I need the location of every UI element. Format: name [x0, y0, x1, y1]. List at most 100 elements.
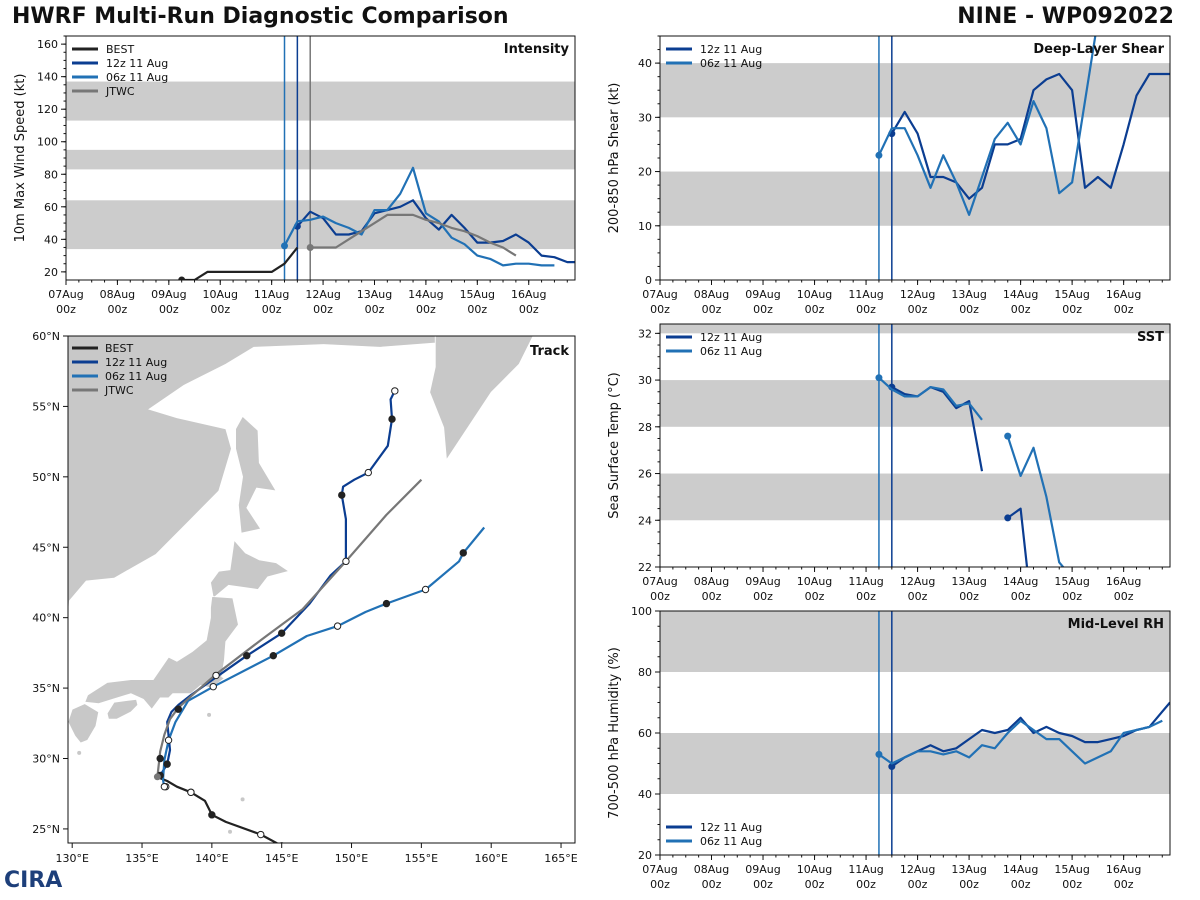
panel-sst: 22 24 26 28 30 32 07Aug 00z 08Aug 00z 09Aug 00z 10Au… — [607, 323, 1171, 603]
threshold-band — [66, 200, 575, 250]
x-tick-sublabel: 00z — [1011, 878, 1031, 891]
panel-shear: 0 10 20 30 40 07Aug 00z 08Aug 00z 09Aug 00z 10Aug 00… — [607, 35, 1171, 316]
series-line-best — [181, 246, 299, 280]
track-marker-run12 — [388, 415, 396, 423]
x-tick-label: 09Aug — [151, 288, 186, 301]
y-tick-label: 80 — [638, 666, 652, 679]
y-tick-label: 24 — [638, 514, 652, 527]
y-tick-label: 60 — [44, 201, 58, 214]
track-marker-run06 — [382, 599, 391, 608]
legend-label-best: BEST — [106, 43, 134, 56]
legend-label-run12: 12z 11 Aug — [700, 331, 762, 344]
y-axis-label: 700-500 hPa Humidity (%) — [607, 647, 622, 819]
x-tick-label: 13Aug — [357, 288, 392, 301]
x-tick-label: 11Aug — [848, 863, 883, 876]
land-island — [77, 750, 82, 755]
x-tick-sublabel: 00z — [1011, 590, 1031, 603]
x-tick-label: 08Aug — [694, 575, 729, 588]
threshold-band — [660, 63, 1170, 118]
x-tick-sublabel: 00z — [805, 303, 825, 316]
series-start-point-run06 — [875, 151, 883, 159]
x-tick-sublabel: 00z — [856, 590, 876, 603]
threshold-band — [66, 81, 575, 121]
x-tick-sublabel: 00z — [1114, 878, 1134, 891]
lat-tick-label: 30°N — [32, 753, 60, 766]
x-tick-label: 14Aug — [1003, 863, 1038, 876]
series-start-point-run12 — [888, 763, 896, 771]
series-start-point-run06 — [281, 242, 289, 250]
lon-tick-label: 160°E — [474, 852, 507, 865]
x-tick-label: 11Aug — [848, 575, 883, 588]
panel-intensity: 20 40 60 80 100 120 140 160 07Aug 00z 08Aug 00z 09Au… — [13, 35, 576, 316]
x-tick-label: 08Aug — [694, 288, 729, 301]
land-group — [63, 336, 534, 834]
legend-label-run06: 06z 11 Aug — [700, 345, 762, 358]
y-tick-label: 40 — [638, 788, 652, 801]
x-tick-sublabel: 00z — [753, 303, 773, 316]
x-tick-sublabel: 00z — [416, 303, 436, 316]
x-tick-sublabel: 00z — [805, 878, 825, 891]
x-tick-sublabel: 00z — [908, 878, 928, 891]
track-marker-run06 — [209, 682, 217, 691]
threshold-band — [660, 324, 1170, 334]
y-tick-label: 32 — [638, 327, 652, 340]
threshold-band — [660, 380, 1170, 427]
x-tick-sublabel: 00z — [650, 878, 670, 891]
x-tick-sublabel: 00z — [108, 303, 128, 316]
series-line-run06 — [877, 36, 1097, 216]
y-tick-label: 30 — [638, 111, 652, 124]
x-tick-label: 16Aug — [511, 288, 546, 301]
y-tick-label: 30 — [638, 374, 652, 387]
track-marker-run12 — [174, 705, 183, 713]
track-marker-run12 — [364, 468, 372, 477]
land-hokkaido — [210, 539, 290, 599]
x-tick-label: 12Aug — [900, 863, 935, 876]
track-marker-best — [257, 830, 265, 839]
lon-tick-label: 135°E — [125, 852, 158, 865]
x-tick-label: 14Aug — [1003, 288, 1038, 301]
legend-label-jtwc: JTWC — [105, 85, 135, 98]
track-line-run06 — [161, 526, 486, 789]
track-marker-best — [163, 760, 171, 768]
x-tick-sublabel: 00z — [56, 303, 76, 316]
x-tick-label: 14Aug — [408, 288, 443, 301]
x-tick-label: 11Aug — [848, 288, 883, 301]
track-marker-run12 — [338, 491, 346, 499]
series-start-point-run06 — [1004, 432, 1012, 440]
land-island — [207, 712, 212, 717]
lat-tick-label: 40°N — [32, 612, 60, 625]
series-group — [178, 166, 575, 280]
land-island — [63, 780, 67, 784]
y-tick-label: 120 — [37, 103, 58, 116]
y-tick-label: 26 — [638, 468, 652, 481]
x-tick-label: 07Aug — [642, 863, 677, 876]
panel-rh: 20 40 60 80 100 07Aug 00z 08Aug 00z 09Aug 00z 10Aug… — [607, 605, 1171, 891]
axes-frame — [659, 323, 1171, 568]
series-start-point-best — [178, 276, 186, 280]
y-tick-label: 40 — [44, 233, 58, 246]
x-tick-label: 08Aug — [100, 288, 135, 301]
x-tick-sublabel: 00z — [313, 303, 333, 316]
x-tick-label: 12Aug — [305, 288, 340, 301]
panel-title: Intensity — [504, 42, 570, 57]
land-kamchatka — [429, 336, 534, 462]
x-tick-label: 15Aug — [1054, 863, 1089, 876]
track-marker-run12 — [342, 557, 350, 566]
legend-label-run12: 12z 11 Aug — [700, 43, 762, 56]
x-tick-sublabel: 00z — [908, 590, 928, 603]
y-tick-label: 20 — [638, 166, 652, 179]
legend-label-run06: 06z 11 Aug — [105, 370, 167, 383]
series-start-point-jtwc — [306, 243, 314, 251]
x-tick-label: 15Aug — [460, 288, 495, 301]
series-start-point-run12 — [1004, 514, 1012, 522]
series-start-point-run06 — [875, 374, 883, 382]
y-tick-label: 140 — [37, 71, 58, 84]
y-tick-label: 28 — [638, 421, 652, 434]
x-tick-label: 16Aug — [1106, 863, 1141, 876]
x-tick-label: 10Aug — [797, 863, 832, 876]
series-line-run12 — [296, 199, 575, 264]
x-tick-label: 15Aug — [1054, 575, 1089, 588]
x-tick-sublabel: 00z — [1062, 303, 1082, 316]
series-group — [875, 701, 1170, 771]
panel-track: 130°E 135°E 140°E 145°E 150°E 155°E 160°E 165°E… — [32, 330, 578, 865]
